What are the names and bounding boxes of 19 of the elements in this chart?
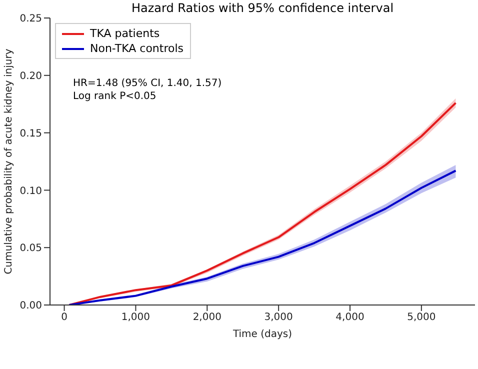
y-tick-label: 0.20 [20, 70, 42, 82]
x-tick-label: 5,000 [407, 312, 436, 324]
x-tick-label: 4,000 [336, 312, 364, 324]
chart-title: Hazard Ratios with 95% confidence interval [130, 0, 395, 16]
x-tick-label: 3,000 [264, 312, 293, 324]
annotation: Log rank P<0.05 [73, 90, 158, 103]
y-tick-label: 0.05 [20, 243, 42, 254]
y-tick-label: 0.25 [20, 14, 42, 25]
x-tick-label: 2,000 [192, 312, 222, 324]
annotation: HR=1.48 (95% CI, 1.40, 1.57) [73, 77, 222, 90]
x-tick-label: 1,000 [121, 312, 150, 324]
y-axis-title: Cumulative probability of acute kidney injury [4, 48, 15, 274]
legend-label: TKA patients [90, 26, 160, 41]
y-tick-label: 0.10 [20, 186, 42, 197]
y-tick-label: 0.00 [20, 300, 42, 312]
y-tick-label: 0.15 [20, 128, 42, 140]
x-axis-title: Time (days) [232, 329, 292, 340]
x-tick-label: 0 [61, 312, 68, 324]
legend-label: Non-TKA controls [90, 41, 184, 56]
